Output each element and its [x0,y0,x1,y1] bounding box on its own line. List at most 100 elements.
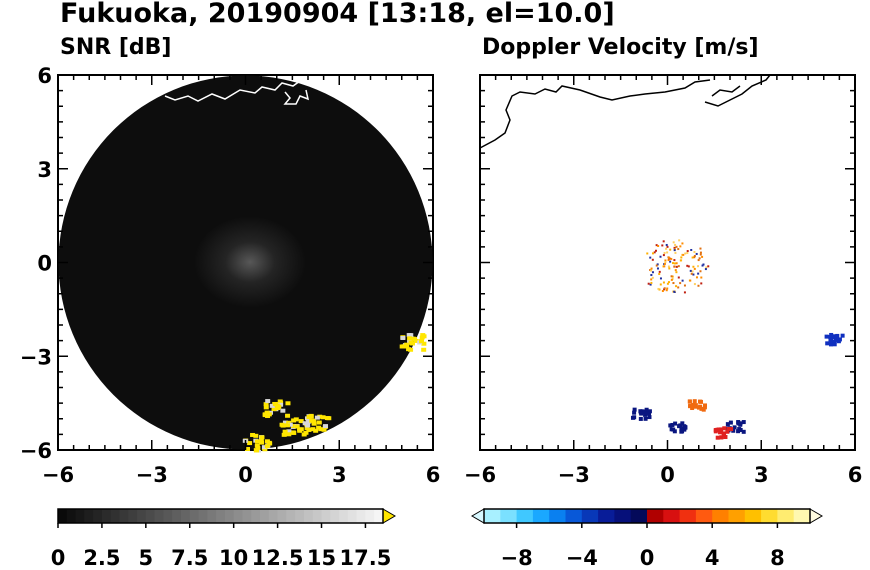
doppler-echo-cell [687,399,692,404]
doppler-echo-cell [828,334,833,339]
snr-coastline-island [283,89,310,105]
doppler-clutter-cell [674,251,677,254]
x-tick-label: 3 [332,463,347,487]
doppler-clutter-cell [659,283,662,286]
snr-echo-cell [262,413,268,418]
doppler-clutter-cell [651,252,654,255]
doppler-colorbar-cell [581,509,599,523]
doppler-echo-cell [638,410,643,415]
snr-echo-cell [316,420,322,425]
snr-colorbar-cell [216,509,226,523]
doppler-colorbar-cell [614,509,632,523]
snr-echo-cell [407,336,413,341]
snr-colorbar-cell [242,509,252,523]
doppler-clutter-cell [701,255,704,258]
y-tick-label: 6 [37,64,52,88]
doppler-clutter-cell [687,265,690,268]
doppler-echo-cell [825,341,830,346]
doppler-echo-cell [693,404,698,409]
doppler-echo-cell [692,399,697,404]
doppler-echo-cell [718,430,723,435]
snr-panel-title: SNR [dB] [60,35,172,60]
doppler-clutter-cell [700,282,703,285]
doppler-clutter-cell [662,240,665,243]
doppler-clutter-cell [674,269,677,272]
snr-echo-cell [324,416,330,421]
snr-coastline [164,80,321,102]
doppler-clutter-cell [686,252,689,255]
doppler-clutter-cell [679,282,682,285]
snr-colorbar: 0 2.5 5 7.5 10 12.5 15 17.5 [51,508,396,570]
snr-colorbar-cell [189,509,200,523]
doppler-echo-cell [670,422,675,427]
snr-echo-cell [291,430,297,435]
doppler-echo-group [630,332,845,440]
snr-echo-cell [310,427,316,432]
snr-colorbar-cell [154,509,164,523]
doppler-clutter-cell [695,276,698,279]
x-tick-label: −3 [136,463,168,487]
snr-echo-cell [316,425,322,430]
snr-echo-cell [305,423,311,428]
snr-colorbar-cell [339,509,349,523]
doppler-clutter-cell [670,278,673,281]
doppler-echo-cell [741,429,746,434]
snr-colorbar-cell [356,509,366,523]
snr-colorbar-label: 17.5 [340,546,392,570]
doppler-clutter-cell [693,283,696,286]
x-tick-label: 0 [238,463,253,487]
doppler-clutter-cell [700,276,703,279]
snr-echo-cell [286,429,292,434]
doppler-panel: −6 −3 0 3 6 [464,74,862,487]
snr-echo-cell [254,439,260,444]
doppler-echo-cell [829,342,834,347]
snr-echo-cell [265,399,271,404]
snr-colorbar-cell [260,509,270,523]
snr-echo-cell [269,403,275,408]
doppler-echo-cell [673,421,678,426]
snr-colorbar-cell [163,509,173,523]
doppler-echo-cell [722,432,727,437]
x-tick-label: 0 [660,463,675,487]
doppler-clutter-cell [668,267,671,270]
snr-colorbar-label: 12.5 [252,546,304,570]
doppler-colorbar-label: 4 [705,546,720,570]
doppler-echo-cell [698,399,703,404]
snr-echo-cell [280,408,286,413]
doppler-clutter-cell [670,275,673,278]
snr-colorbar-cell [198,509,208,523]
doppler-clutter-cell [663,251,666,254]
snr-echo-cell [250,432,256,437]
doppler-clutter-cell [662,281,665,284]
snr-echo-cell [254,443,260,448]
doppler-clutter-cell [661,244,664,247]
doppler-clutter-cell [690,248,693,251]
doppler-echo-cell [731,428,736,433]
doppler-clutter-cell [697,259,700,262]
doppler-echo-cell [722,426,727,431]
snr-echo-cell [302,421,308,426]
doppler-clutter-cell [670,257,673,260]
doppler-clutter-cell [658,288,661,291]
snr-echo-cell [285,413,291,418]
doppler-clutter-cell [651,276,654,279]
snr-colorbar-cell [93,509,103,523]
doppler-colorbar-label: −4 [566,546,598,570]
doppler-echo-cell [725,422,730,427]
snr-echo-cell [245,447,251,452]
doppler-echo-cell [647,415,652,420]
doppler-clutter-cell [650,274,653,277]
snr-echo-cell [258,438,264,443]
snr-colorbar-cell [172,509,182,523]
snr-echo-cell [412,337,418,342]
doppler-clutter-cell [691,270,694,273]
doppler-colorbar-extend-arrow-right [809,508,823,524]
snr-colorbar-label: 10 [219,546,248,570]
doppler-echo-cell [728,420,733,425]
doppler-clutter-cell [704,268,707,271]
snr-echo-cell [408,333,414,338]
doppler-clutter-cell [675,271,678,274]
doppler-clutter-cell [669,248,672,251]
doppler-echo-cell [630,415,635,420]
